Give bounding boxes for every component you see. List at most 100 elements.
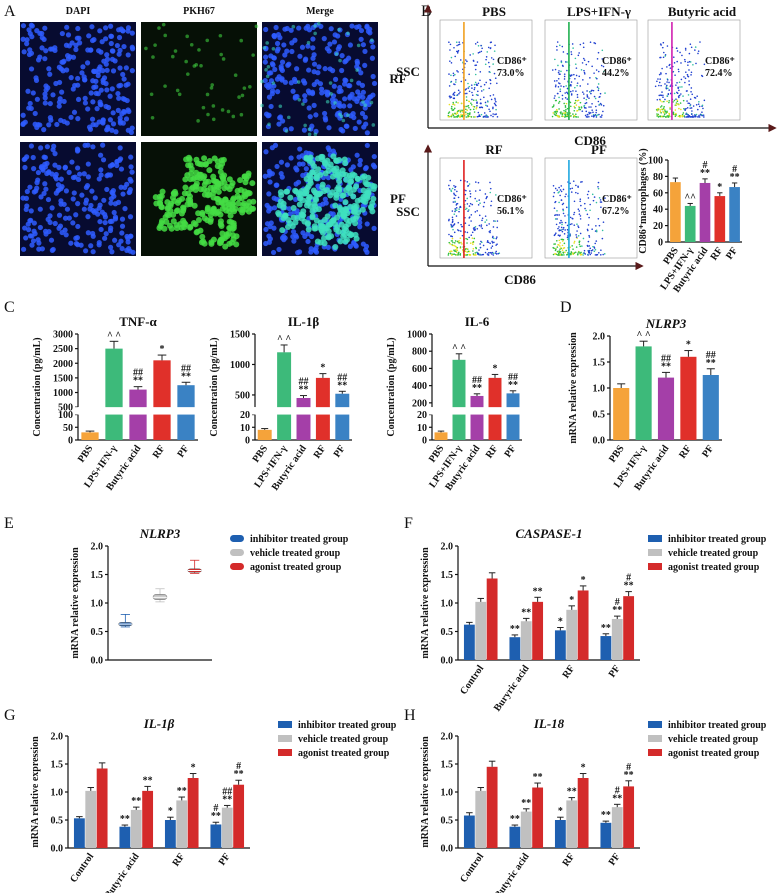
event xyxy=(564,96,567,99)
event xyxy=(474,197,476,200)
event xyxy=(483,112,486,114)
cell xyxy=(262,59,268,65)
event xyxy=(491,253,493,255)
event xyxy=(600,104,603,106)
event xyxy=(594,42,597,45)
cell xyxy=(371,225,377,231)
cell xyxy=(312,225,319,232)
x-tick-label: Buryric acid xyxy=(492,663,532,714)
event xyxy=(490,247,493,249)
event xyxy=(573,105,576,108)
event xyxy=(553,104,555,106)
event xyxy=(473,105,476,108)
significance: * xyxy=(686,340,691,351)
cell xyxy=(109,56,116,62)
cell xyxy=(125,28,131,34)
event xyxy=(692,105,695,107)
event xyxy=(458,116,461,118)
event xyxy=(597,70,600,73)
bar xyxy=(233,784,245,848)
event xyxy=(459,91,461,93)
event xyxy=(449,49,451,51)
event xyxy=(566,228,569,231)
cell xyxy=(118,166,125,172)
bar xyxy=(85,790,97,848)
cell xyxy=(22,119,28,125)
event xyxy=(666,66,668,68)
event xyxy=(564,114,567,117)
cell xyxy=(41,190,47,197)
cell xyxy=(187,223,194,230)
event xyxy=(460,241,462,244)
cell xyxy=(355,68,359,72)
event xyxy=(576,223,578,225)
cell xyxy=(129,30,135,36)
cell xyxy=(338,58,342,63)
gate-percent: 56.1% xyxy=(497,206,525,217)
y-tick-label: 1000 xyxy=(53,388,73,399)
significance: ** xyxy=(521,607,531,618)
x-tick-label: PF xyxy=(217,851,233,867)
legend-label: inhibitor treated group xyxy=(668,720,767,731)
event xyxy=(576,82,579,84)
cell xyxy=(31,166,37,172)
event xyxy=(586,94,588,96)
event xyxy=(488,65,491,68)
panel-label: F xyxy=(404,515,413,532)
cell xyxy=(73,42,79,48)
cell xyxy=(129,44,135,50)
legend-swatch xyxy=(230,535,244,542)
event xyxy=(482,244,485,247)
event xyxy=(553,207,556,209)
cell xyxy=(109,189,115,195)
event xyxy=(663,105,665,108)
cell xyxy=(240,202,247,209)
event xyxy=(569,187,572,190)
cell xyxy=(305,238,311,245)
event xyxy=(448,241,451,244)
cell xyxy=(56,103,62,109)
bar xyxy=(73,818,85,848)
event xyxy=(566,113,569,116)
event xyxy=(492,106,494,109)
cell xyxy=(313,31,317,36)
significance: * xyxy=(493,363,498,374)
cell xyxy=(75,75,81,82)
event xyxy=(454,240,457,242)
event xyxy=(588,236,591,238)
event xyxy=(575,191,577,194)
cell xyxy=(284,129,289,133)
event xyxy=(683,115,686,117)
chart-title: TNF-α xyxy=(119,314,157,329)
event xyxy=(492,254,495,256)
event xyxy=(558,96,560,99)
cell xyxy=(302,97,308,104)
event xyxy=(576,230,578,232)
cell xyxy=(150,115,155,120)
cell xyxy=(341,156,348,163)
event xyxy=(450,105,453,108)
event xyxy=(603,253,606,255)
event xyxy=(450,190,453,193)
event xyxy=(552,105,555,108)
cell xyxy=(56,99,63,105)
event xyxy=(578,213,581,215)
cell xyxy=(357,157,363,164)
x-axis-label: CD86 xyxy=(504,272,536,287)
cell xyxy=(325,244,331,250)
cell xyxy=(306,194,313,201)
event xyxy=(465,99,468,101)
bar xyxy=(554,630,566,660)
panel-label: C xyxy=(4,299,15,316)
event xyxy=(584,253,587,255)
cell xyxy=(70,220,76,226)
cell xyxy=(294,66,300,72)
cell xyxy=(110,68,117,74)
event xyxy=(669,63,671,66)
event xyxy=(588,106,590,108)
event xyxy=(468,236,470,239)
event xyxy=(585,107,587,109)
cell xyxy=(303,123,307,128)
event xyxy=(697,103,700,105)
y-tick-label: 1.0 xyxy=(593,384,606,395)
